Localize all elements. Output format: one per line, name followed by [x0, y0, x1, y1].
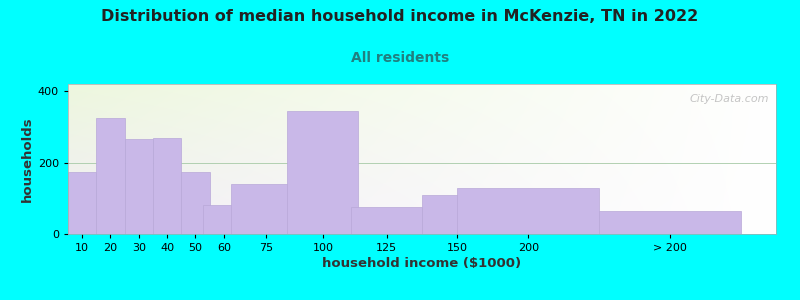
Bar [96, 118, 125, 234]
Text: All residents: All residents [351, 51, 449, 65]
Bar [231, 184, 302, 234]
Text: Distribution of median household income in McKenzie, TN in 2022: Distribution of median household income … [102, 9, 698, 24]
Bar [125, 140, 153, 234]
Bar [202, 206, 245, 234]
Bar [153, 138, 182, 234]
Bar [351, 207, 422, 234]
X-axis label: household income ($1000): household income ($1000) [322, 257, 522, 270]
Text: City-Data.com: City-Data.com [690, 94, 769, 104]
Bar [422, 195, 493, 234]
Bar [287, 111, 358, 234]
Bar [68, 172, 96, 234]
Bar [599, 211, 741, 234]
Bar [458, 188, 599, 234]
Y-axis label: households: households [21, 116, 34, 202]
Bar [182, 172, 210, 234]
